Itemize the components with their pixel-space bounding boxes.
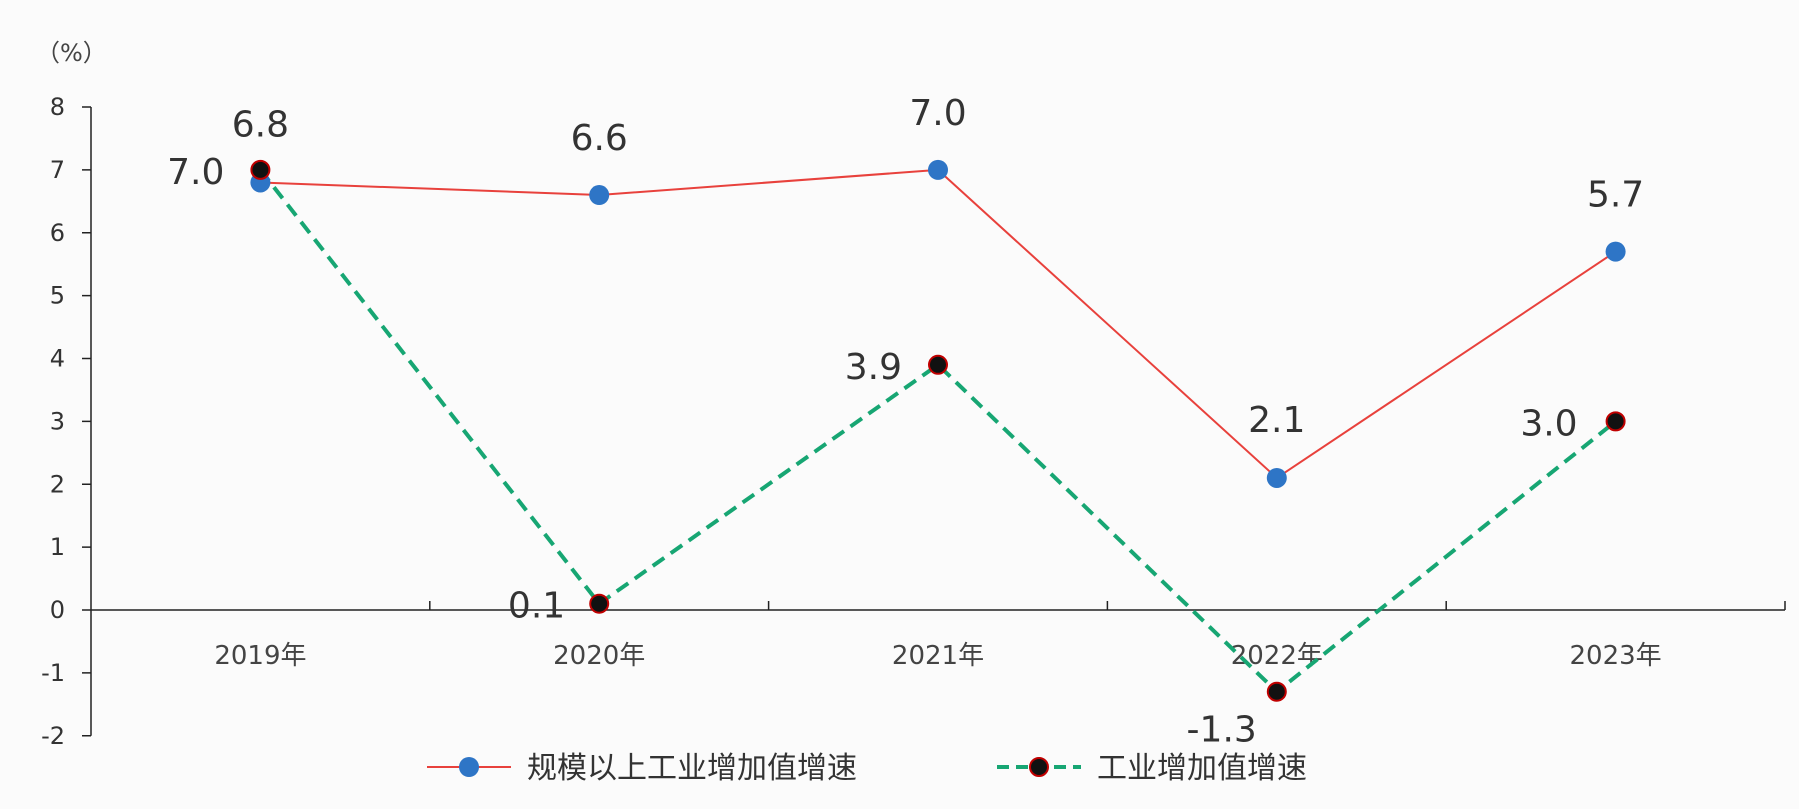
series-2-point — [1605, 411, 1626, 432]
series-2-point — [589, 593, 610, 614]
legend-label-2: 工业增加值增速 — [1097, 751, 1307, 786]
data-label-series-2: 7.0 — [167, 152, 224, 193]
series-2-point — [250, 159, 271, 180]
series-line-2 — [258, 168, 1617, 694]
x-category-label: 2020年 — [553, 641, 645, 671]
legend-marker-1 — [459, 757, 479, 777]
y-tick-label: 6 — [50, 219, 65, 247]
data-label-series-2: 0.1 — [508, 586, 565, 627]
y-tick-label: 2 — [50, 470, 65, 498]
x-axis: 2019年 2020年 2021年 2022年 2023年 — [91, 601, 1786, 671]
x-category-label: 2019年 — [214, 641, 306, 671]
y-tick-label: 3 — [50, 407, 65, 435]
legend-marker-2 — [1029, 757, 1049, 777]
data-label-series-1: 5.7 — [1587, 175, 1644, 216]
y-tick-label: 4 — [50, 345, 65, 373]
data-label-series-1: 7.0 — [909, 93, 966, 134]
data-label-series-1: 6.6 — [571, 118, 628, 159]
series-1-point — [1605, 241, 1626, 262]
data-labels-layer: 6.8 6.6 7.0 2.1 5.7 7.0 0.1 3.9 -1.3 3.0 — [167, 93, 1644, 751]
data-label-series-1: 2.1 — [1248, 400, 1305, 441]
series-1-point — [589, 185, 610, 206]
data-label-series-1: 6.8 — [232, 104, 289, 145]
y-unit-label: （%） — [36, 39, 107, 67]
series-2-point — [928, 354, 948, 375]
data-label-series-2: 3.0 — [1520, 403, 1577, 444]
y-tick-label: 5 — [50, 282, 65, 310]
y-tick-label: 1 — [50, 533, 65, 561]
y-tick-label: 0 — [50, 596, 65, 624]
x-category-label: 2021年 — [892, 641, 984, 671]
y-tick-label: -1 — [41, 659, 65, 687]
data-label-series-2: 3.9 — [845, 347, 902, 388]
y-tick-label: 7 — [50, 156, 65, 184]
x-category-label: 2023年 — [1570, 641, 1662, 671]
data-label-series-2: -1.3 — [1187, 710, 1257, 751]
y-tick-label: 8 — [50, 93, 65, 121]
series-1-point — [1266, 467, 1287, 488]
y-axis: -2 -1 0 1 2 3 4 5 6 7 8 — [41, 93, 92, 750]
legend-label-1: 规模以上工业增加值增速 — [527, 751, 857, 786]
series-2-point — [1266, 681, 1287, 702]
legend: 规模以上工业增加值增速 工业增加值增速 — [427, 751, 1307, 786]
y-tick-label: -2 — [41, 722, 65, 750]
series-1-point — [928, 159, 948, 180]
series-layer — [250, 159, 1626, 702]
